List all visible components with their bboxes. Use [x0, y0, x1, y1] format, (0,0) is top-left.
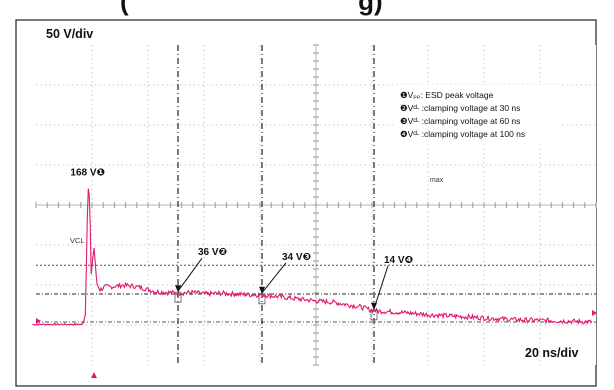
annotation-arrow-3 — [261, 262, 287, 294]
annotation-arrow-2 — [177, 257, 203, 292]
annotation-label-2: 36 V❷ — [198, 247, 228, 258]
annotation-arrowhead-3 — [259, 286, 265, 294]
cursor-lines — [177, 45, 375, 365]
annotation-arrow-4 — [373, 265, 389, 309]
annotation-arrowhead-2 — [175, 285, 181, 293]
legend-entry-3: ❸Vᶜᴸ :clamping voltage at 60 ns — [400, 116, 520, 126]
legend-box — [396, 85, 562, 145]
trace-label: VCL — [70, 236, 85, 245]
annotation-label-1: 168 V❶ — [70, 168, 105, 179]
annotation-label-3: 34 V❸ — [282, 252, 312, 263]
cropped-heading-left: ( — [120, 0, 129, 16]
horizontal-scale-label: 20 ns/div — [525, 346, 579, 360]
signal-trace — [32, 188, 593, 326]
cursor-marker-2 — [174, 291, 182, 303]
reference-label: max — [430, 177, 444, 184]
cropped-heading: ( g) — [120, 0, 383, 17]
legend-entry-1: ❶Vₚₚ: ESD peak voltage — [400, 90, 494, 100]
annotation-label-4: 14 V❹ — [384, 255, 413, 266]
reference-lines — [36, 264, 596, 323]
cursor-marker-3 — [258, 293, 266, 305]
trace-group — [32, 188, 593, 326]
annotation-arrowhead-4 — [371, 302, 377, 310]
cursor-marker-4 — [370, 309, 378, 321]
trigger-marker — [91, 372, 97, 378]
cropped-heading-right: g) — [358, 0, 383, 16]
grid — [35, 44, 597, 366]
level-marker — [592, 310, 597, 316]
annotation-group: 168 V❶ 36 V❷ 34 V❸ 14 V❹ — [70, 168, 413, 321]
legend-entry-4: ❹Vᶜᴸ :clamping voltage at 100 ns — [400, 129, 525, 139]
legend-entry-2: ❷Vᶜᴸ :clamping voltage at 30 ns — [400, 103, 520, 113]
vertical-scale-label: 50 V/div — [46, 27, 93, 41]
ground-marker — [36, 318, 41, 324]
